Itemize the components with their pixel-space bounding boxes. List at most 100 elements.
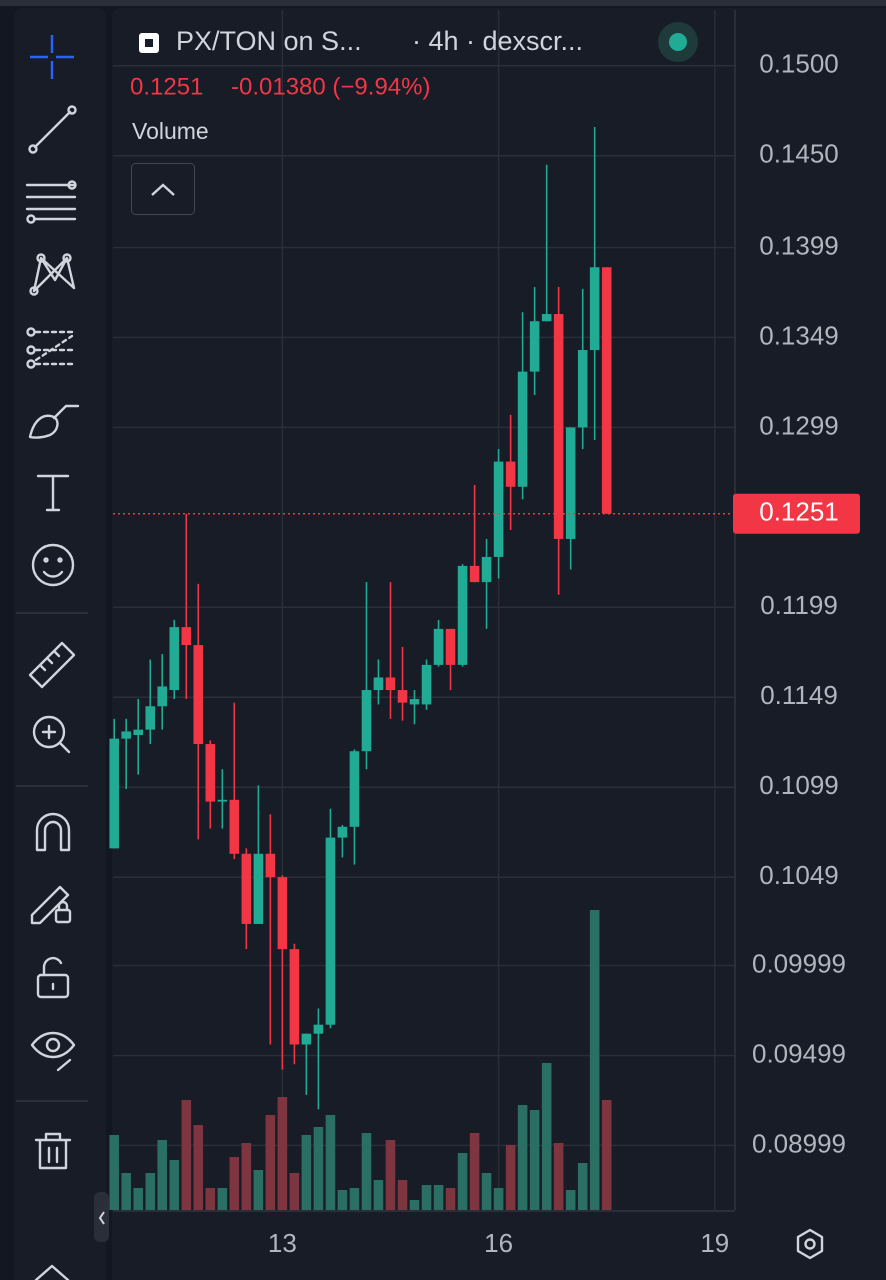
x-tick-label: 16: [484, 1228, 513, 1258]
volume-bar: [421, 1185, 432, 1210]
candle-body: [385, 677, 396, 691]
fib-tool[interactable]: [25, 180, 77, 224]
volume-bar: [469, 1133, 480, 1210]
brush-tool[interactable]: [28, 404, 80, 439]
candle-body: [397, 690, 408, 703]
volume-bar: [445, 1188, 456, 1210]
candle-body: [589, 267, 600, 351]
y-tick-label: 0.08999: [752, 1128, 846, 1158]
magnet-tool[interactable]: [35, 812, 71, 852]
volume-bar: [277, 1097, 288, 1210]
last-price-box: [733, 493, 860, 534]
candle-body: [565, 427, 576, 539]
volume-bar: [313, 1127, 324, 1210]
plot-area: 0.1500 0.1450 0.1399 0.1349 0.1299 0.1199 0.11…: [109, 10, 860, 1258]
candle-body: [217, 799, 228, 802]
candle-body: [169, 627, 180, 691]
y-tick-label: 0.1349: [759, 320, 839, 350]
volume-bar: [409, 1200, 420, 1210]
candle-body: [601, 267, 612, 514]
candle-body: [205, 744, 216, 802]
settings-button[interactable]: [796, 1228, 824, 1260]
volume-bar: [325, 1115, 336, 1210]
volume-bar: [553, 1143, 564, 1210]
trend-line-tool[interactable]: [28, 105, 77, 154]
volume-bar: [157, 1140, 168, 1210]
volume-bar: [361, 1133, 372, 1210]
prediction-tool[interactable]: [26, 327, 76, 369]
volume-bar: [145, 1173, 156, 1210]
candle-body: [361, 690, 372, 752]
volume-bar: [289, 1173, 300, 1210]
volume-bar: [565, 1190, 576, 1210]
crosshair-tool[interactable]: [30, 35, 74, 79]
symbol-title[interactable]: PX/TON on S...: [176, 26, 362, 56]
volume-bar: [481, 1173, 492, 1210]
y-tick-label: 0.1099: [759, 770, 839, 800]
candle-body: [505, 461, 516, 487]
x-tick-label: 19: [700, 1228, 729, 1258]
collapse-indicator-button[interactable]: [131, 163, 195, 215]
volume-bar: [529, 1110, 540, 1210]
pattern-tool[interactable]: [29, 253, 76, 296]
candle-body: [277, 877, 288, 950]
candle-body: [421, 664, 432, 705]
candle-body: [493, 461, 504, 557]
top-border: [0, 0, 886, 6]
candle-body: [133, 729, 144, 736]
candle-body: [337, 826, 348, 838]
volume-bar: [121, 1173, 131, 1210]
volume-bar: [217, 1188, 228, 1210]
y-tick-label: 0.1199: [760, 590, 838, 620]
candle-body: [109, 738, 120, 849]
volume-bar: [385, 1140, 396, 1210]
lock-drawings-tool[interactable]: [30, 885, 72, 925]
candle-body: [457, 565, 468, 665]
candle-body: [529, 321, 540, 372]
candle-body: [481, 556, 492, 583]
y-tick-label: 0.1049: [759, 860, 839, 890]
text-tool[interactable]: [36, 474, 70, 512]
volume-bar: [229, 1157, 240, 1210]
candle-body: [373, 677, 384, 691]
x-tick-label: 13: [268, 1228, 297, 1258]
lock-tool[interactable]: [36, 956, 70, 999]
candle-body: [121, 731, 131, 739]
volume-bar: [205, 1188, 216, 1210]
volume-bar: [265, 1115, 276, 1210]
candle-body: [145, 706, 156, 730]
candle-body: [469, 565, 480, 583]
candle-body: [253, 853, 264, 924]
emoji-tool[interactable]: [31, 543, 75, 587]
y-tick-label: 0.1149: [760, 680, 838, 710]
volume-bar: [601, 1100, 612, 1210]
zoom-tool[interactable]: [32, 715, 71, 754]
volume-bar: [577, 1163, 588, 1210]
candle-body: [553, 314, 564, 539]
y-tick-label: 0.1500: [759, 49, 839, 79]
volume-bar: [337, 1190, 348, 1210]
visibility-tool[interactable]: [30, 1031, 76, 1072]
ruler-tool[interactable]: [28, 641, 76, 689]
y-tick-label: 0.1399: [759, 230, 839, 260]
volume-bar: [241, 1143, 252, 1210]
interval[interactable]: · 4h · dexscr...: [412, 26, 583, 56]
volume-bar: [541, 1063, 552, 1210]
candle-body: [289, 949, 300, 1045]
candle-body: [433, 628, 444, 665]
close-value: 0.1251: [130, 73, 203, 100]
candle-body: [181, 627, 192, 646]
toolbar-separator: [16, 612, 88, 614]
volume-bar: [193, 1125, 204, 1210]
chevron-up: [151, 183, 175, 196]
candle-body: [349, 751, 360, 827]
delete-tool[interactable]: [34, 1132, 72, 1170]
candle-body: [229, 799, 240, 854]
volume-bar: [169, 1160, 180, 1210]
more-tool[interactable]: [34, 1264, 70, 1280]
y-tick-label: 0.1299: [759, 410, 839, 440]
change-value: -0.01380 (−9.94%): [231, 73, 430, 100]
volume-bar: [253, 1170, 264, 1210]
volume-bar: [493, 1188, 504, 1210]
